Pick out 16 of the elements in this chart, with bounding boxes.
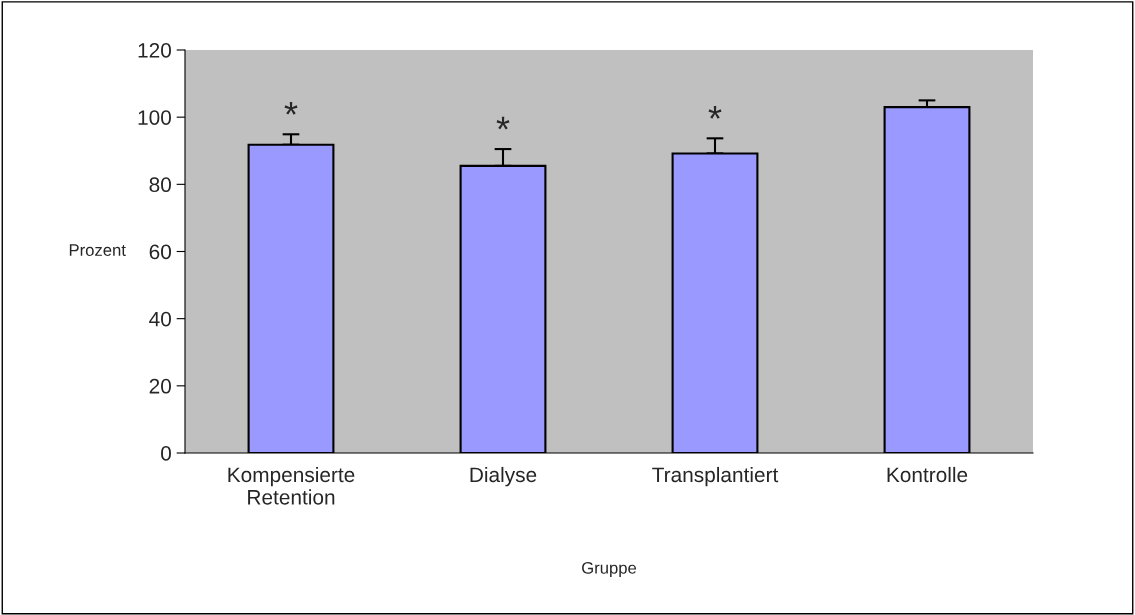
y-tick-label: 100 xyxy=(138,110,171,125)
annotation: * xyxy=(708,105,722,119)
y-tick-label: 20 xyxy=(149,378,171,394)
x-axis-title: Gruppe xyxy=(582,561,637,578)
y-tick-label: 0 xyxy=(161,446,171,461)
y-tick-label: 60 xyxy=(149,244,171,260)
y-tick-label: 80 xyxy=(149,177,171,193)
y-axis-title: Prozent xyxy=(69,244,126,256)
x-tick-label: Transplantiert xyxy=(652,466,779,487)
y-tick-label: 40 xyxy=(149,311,171,327)
annotation: * xyxy=(496,116,510,130)
x-tick-label: Kompensierte Retention xyxy=(228,466,355,505)
y-tick-label: 120 xyxy=(138,43,171,58)
x-tick-label: Dialyse xyxy=(470,466,537,487)
x-tick-label: Kontrolle xyxy=(887,466,968,483)
annotation: * xyxy=(284,101,298,115)
